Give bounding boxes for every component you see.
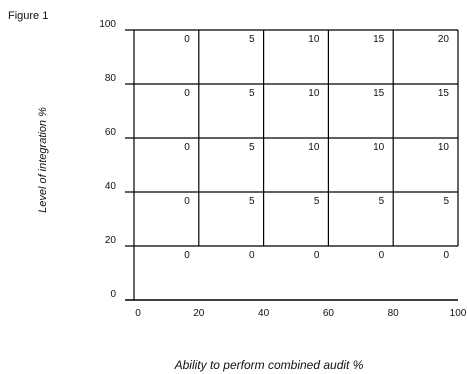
x-tick-label: 40: [258, 308, 270, 319]
cell-value: 15: [438, 88, 450, 99]
cell-value: 10: [373, 142, 385, 153]
cell-value: 10: [438, 142, 450, 153]
cell-value: 0: [443, 250, 449, 261]
y-tick-label: 20: [105, 235, 117, 246]
x-tick-label: 80: [388, 308, 400, 319]
figure-label: Figure 1: [8, 10, 49, 22]
cell-value: 10: [308, 34, 320, 45]
x-tick-label: 20: [193, 308, 205, 319]
x-axis-label: Ability to perform combined audit %: [174, 358, 364, 372]
cell-value: 15: [373, 34, 385, 45]
y-ticks: 0 20 40 60 80 100: [99, 19, 116, 300]
cell-value: 5: [249, 34, 255, 45]
grid: [125, 29, 459, 301]
y-tick-label: 80: [105, 73, 117, 84]
cell-value: 0: [184, 142, 190, 153]
cell-value: 10: [308, 88, 320, 99]
y-tick-label: 40: [105, 181, 117, 192]
x-tick-label: 0: [135, 308, 141, 319]
cell-value: 0: [184, 250, 190, 261]
cell-value: 5: [379, 196, 385, 207]
cell-value: 0: [184, 88, 190, 99]
cell-values: 0 5 10 15 20 0 5 10 15 15 0 5 10 10 10 0 5 5 5 5 0 0 0 0 0: [184, 34, 449, 261]
x-ticks: 0 20 40 60 80 100: [135, 308, 467, 319]
cell-value: 5: [249, 196, 255, 207]
y-tick-label: 0: [110, 289, 116, 300]
cell-value: 0: [184, 196, 190, 207]
cell-value: 0: [249, 250, 255, 261]
cell-value: 0: [379, 250, 385, 261]
cell-value: 10: [308, 142, 320, 153]
x-tick-label: 60: [323, 308, 335, 319]
cell-value: 0: [184, 34, 190, 45]
cell-value: 5: [314, 196, 320, 207]
cell-value: 5: [249, 142, 255, 153]
cell-value: 5: [443, 196, 449, 207]
x-tick-label: 100: [450, 308, 467, 319]
cell-value: 20: [438, 34, 450, 45]
y-tick-label: 60: [105, 127, 117, 138]
cell-value: 15: [373, 88, 385, 99]
y-tick-label: 100: [99, 19, 116, 30]
cell-value: 0: [314, 250, 320, 261]
cell-value: 5: [249, 88, 255, 99]
